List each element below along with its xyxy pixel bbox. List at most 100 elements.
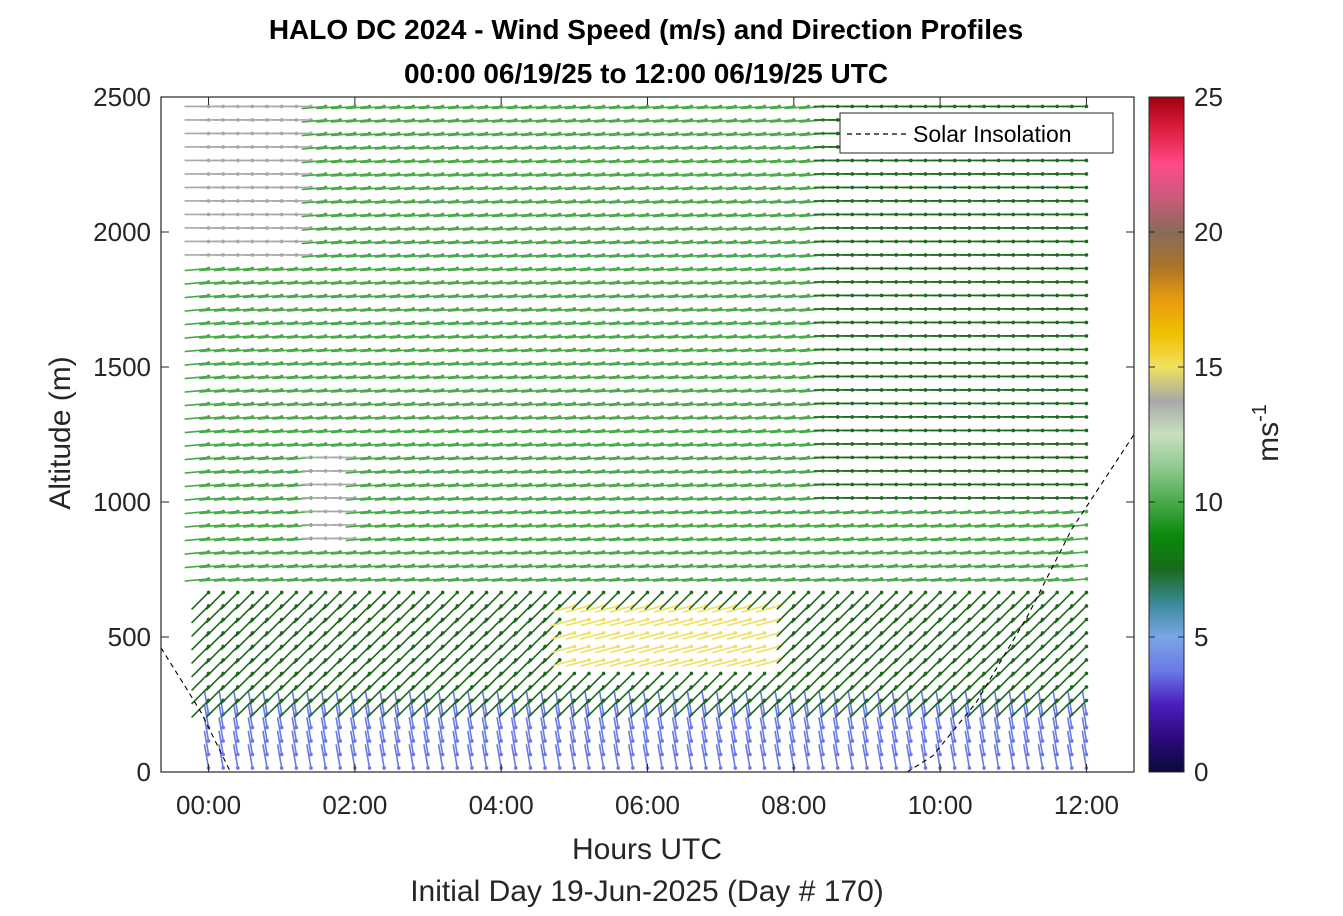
wind-barb-base (660, 645, 664, 649)
wind-barb-base (821, 591, 825, 595)
wind-barb-base (763, 766, 767, 770)
wind-barb-base (573, 726, 577, 730)
wind-barb-base (470, 766, 474, 770)
wind-barb-base (675, 753, 679, 757)
wind-barb-base (221, 753, 225, 757)
wind-barb-base (382, 766, 386, 770)
wind-barb-base (499, 739, 503, 743)
wind-barb-base (704, 645, 708, 649)
wind-barb-base (924, 739, 928, 743)
wind-barb-base (675, 658, 679, 662)
wind-barb-base (382, 753, 386, 757)
wind-barb-base (236, 726, 240, 730)
wind-barb-base (236, 753, 240, 757)
wind-barb-base (397, 726, 401, 730)
wind-barb-base (631, 726, 635, 730)
wind-barb-base (573, 618, 577, 622)
wind-barb-base (602, 631, 606, 635)
wind-barb-base (295, 753, 299, 757)
wind-barb-base (455, 739, 459, 743)
wind-barb-base (353, 591, 357, 595)
wind-barb-base (690, 645, 694, 649)
wind-barb-base (309, 766, 313, 770)
wind-barb-base (719, 645, 723, 649)
wind-barb-base (821, 726, 825, 730)
wind-barb-base (924, 726, 928, 730)
wind-barb-base (221, 766, 225, 770)
wind-barb-base (587, 766, 591, 770)
wind-barb-base (690, 766, 694, 770)
wind-barb-base (690, 631, 694, 635)
wind-barb-base (280, 753, 284, 757)
wind-barb-base (573, 739, 577, 743)
wind-barb-base (514, 739, 518, 743)
wind-barb-base (631, 753, 635, 757)
wind-barb-base (616, 645, 620, 649)
wind-barb-base (792, 753, 796, 757)
wind-barb-base (704, 658, 708, 662)
wind-barb-base (368, 753, 372, 757)
wind-barb-base (324, 739, 328, 743)
wind-barb-base (602, 645, 606, 649)
wind-barb-base (382, 726, 386, 730)
wind-barb-base (719, 631, 723, 635)
wind-barb-base (295, 591, 299, 595)
wind-barb-base (251, 766, 255, 770)
wind-barb-base (616, 658, 620, 662)
wind-barb-base (236, 591, 240, 595)
wind-barb-base (675, 672, 679, 676)
wind-barb-base (382, 739, 386, 743)
wind-barb-base (704, 726, 708, 730)
wind-barb-base (777, 739, 781, 743)
wind-barb-base (455, 591, 459, 595)
wind-barb-base (543, 739, 547, 743)
wind-barb-base (353, 739, 357, 743)
wind-barb-base (602, 672, 606, 676)
wind-barb-base (690, 618, 694, 622)
wind-barb-base (748, 753, 752, 757)
wind-barb-base (426, 591, 430, 595)
wind-barb-base (602, 591, 606, 595)
wind-barb-base (704, 766, 708, 770)
wind-barb-base (573, 753, 577, 757)
wind-barb-base (602, 726, 606, 730)
wind-barb-base (894, 766, 898, 770)
wind-barb-base (646, 591, 650, 595)
wind-barb-base (441, 753, 445, 757)
wind-barb-base (748, 645, 752, 649)
wind-barb-base (690, 726, 694, 730)
wind-barb-base (719, 618, 723, 622)
wind-barb-base (470, 753, 474, 757)
wind-barb-base (280, 739, 284, 743)
wind-barb-base (397, 766, 401, 770)
wind-barb-base (412, 753, 416, 757)
wind-barb-base (470, 591, 474, 595)
wind-barb-base (485, 591, 489, 595)
wind-barb-base (675, 739, 679, 743)
wind-barb-base (646, 726, 650, 730)
wind-barb-base (587, 739, 591, 743)
wind-barb-base (587, 658, 591, 662)
wind-barb-base (602, 753, 606, 757)
wind-barb-base (412, 739, 416, 743)
wind-barb-base (368, 726, 372, 730)
wind-barb-base (719, 726, 723, 730)
wind-barb-base (792, 739, 796, 743)
wind-barb-base (441, 766, 445, 770)
wind-barb-base (748, 726, 752, 730)
wind-barb-base (777, 591, 781, 595)
wind-barb-base (616, 591, 620, 595)
wind-barb-base (719, 753, 723, 757)
wind-barb-base (338, 766, 342, 770)
wind-barb-base (265, 591, 269, 595)
wind-barb-base (631, 591, 635, 595)
wind-barb-base (455, 753, 459, 757)
wind-barb-base (543, 591, 547, 595)
wind-barb-base (865, 753, 869, 757)
wind-barb-base (602, 618, 606, 622)
wind-barb-base (295, 739, 299, 743)
wind-barb-base (748, 591, 752, 595)
wind-barb-base (324, 766, 328, 770)
wind-barb-base (558, 766, 562, 770)
